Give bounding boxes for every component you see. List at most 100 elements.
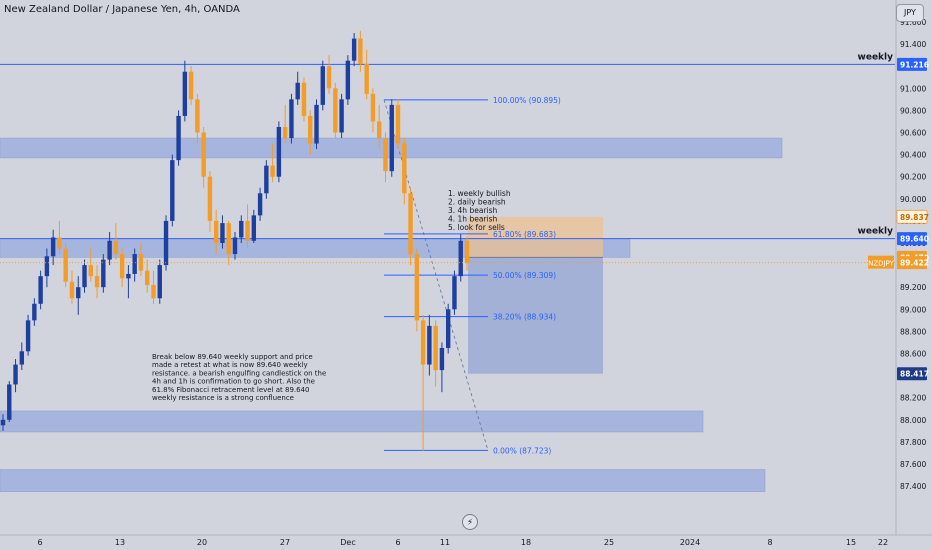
candle-body: [464, 240, 470, 263]
candlestick: [25, 314, 31, 356]
checklist-annotation-line: 5. look for sells: [448, 223, 505, 232]
candle-body: [63, 248, 68, 282]
candle-body: [13, 364, 18, 385]
candlestick: [38, 270, 43, 310]
candle-body: [452, 276, 457, 310]
candle-body: [377, 121, 382, 139]
price-tick-label: 88.800: [900, 327, 926, 336]
chart-title: New Zealand Dollar / Japanese Yen, 4h, O…: [4, 4, 240, 15]
candlestick: [364, 49, 369, 100]
price-tick-label: 89.200: [900, 283, 926, 292]
candlestick: [188, 66, 194, 105]
price-tick-label: 90.800: [900, 106, 926, 115]
candlestick: [464, 236, 470, 271]
candle-body: [289, 99, 294, 139]
candle-body: [132, 254, 137, 274]
price-tick-label: 91.000: [900, 84, 926, 93]
candle-body: [282, 126, 288, 139]
candle-body: [182, 71, 188, 116]
candlestick: [377, 104, 382, 150]
checklist-annotation-line: 2. daily bearish: [448, 198, 506, 207]
candlestick: [151, 270, 156, 304]
candlestick: [251, 209, 257, 243]
candle-body: [151, 284, 156, 299]
candlestick: [88, 248, 93, 282]
candlestick: [176, 110, 181, 166]
candlestick: [13, 359, 18, 393]
candlestick: [402, 138, 407, 205]
price-tick-label: 90.400: [900, 151, 926, 160]
candle-body: [207, 176, 213, 221]
candle-body: [38, 276, 43, 304]
candlestick: [414, 248, 420, 332]
candlestick: [50, 229, 56, 266]
price-label: 89.837: [900, 213, 929, 222]
time-tick-label: 6: [395, 538, 400, 547]
candlestick: [257, 187, 263, 221]
candlestick: [119, 248, 125, 288]
candlestick: [44, 248, 50, 288]
weekly-level-label: weekly: [858, 227, 894, 237]
candle-body: [44, 256, 50, 277]
candlestick: [107, 231, 112, 266]
currency-button[interactable]: JPY: [896, 4, 924, 22]
fib-level-label: 38.20% (88.934): [493, 313, 556, 322]
candle-body: [339, 99, 344, 133]
candlestick: [314, 99, 319, 150]
candle-body: [320, 66, 325, 105]
candlestick: [220, 215, 225, 249]
candlestick: [101, 254, 106, 293]
candlestick: [0, 414, 6, 431]
candlestick: [239, 215, 244, 243]
checklist-annotation-line: 1. weekly bullish: [448, 189, 511, 198]
candle-body: [402, 143, 407, 194]
candle-body: [201, 132, 206, 177]
fib-level-label: 0.00% (87.723): [493, 446, 551, 455]
time-tick-label: 27: [280, 538, 290, 547]
candlestick: [113, 223, 119, 260]
fib-trend-line: [383, 99, 489, 451]
candlestick: [145, 259, 150, 293]
candlestick: [433, 320, 438, 387]
price-tick-label: 87.600: [900, 460, 926, 469]
price-label: 88.417: [900, 370, 929, 379]
price-tick-label: 90.600: [900, 129, 926, 138]
candlestick: [351, 33, 357, 67]
candlestick: [320, 60, 325, 111]
analysis-annotation-line: weekly resistance is a strong confluence: [152, 394, 294, 402]
candlestick: [138, 243, 144, 277]
take-profit-zone: [468, 257, 603, 374]
price-label: 89.640: [900, 235, 929, 244]
price-label-bg: [897, 256, 927, 270]
candlestick: [94, 265, 100, 299]
candlestick: [76, 276, 81, 315]
price-tick-label: 88.600: [900, 350, 926, 359]
time-tick-label: 13: [115, 538, 125, 547]
candle-body: [383, 138, 388, 172]
candle-body: [358, 38, 363, 64]
lightning-bolt-icon[interactable]: ⚡: [462, 514, 478, 530]
time-tick-label: 6: [37, 538, 42, 547]
candlestick: [226, 220, 231, 266]
time-tick-label: 15: [846, 538, 856, 547]
symbol-tag-bg: [868, 255, 894, 269]
candle-body: [239, 220, 244, 238]
candle-body: [76, 287, 81, 299]
candlestick: [420, 314, 426, 451]
price-label: 91.216: [900, 60, 929, 69]
stop-loss-zone: [468, 216, 603, 258]
price-label-bg: [897, 232, 927, 246]
candle-body: [351, 38, 357, 61]
fib-level-label: 50.00% (89.309): [493, 271, 556, 280]
candle-body: [176, 115, 181, 161]
price-label-bg: [897, 367, 927, 381]
analysis-annotation-line: 4h and 1h is confirmation to go short. A…: [152, 378, 315, 386]
candle-body: [163, 220, 169, 266]
candle-body: [308, 115, 313, 144]
candle-body: [295, 82, 300, 100]
candle-body: [82, 265, 87, 288]
candlestick: [195, 93, 200, 144]
candlestick: [452, 270, 457, 315]
candle-body: [220, 223, 225, 243]
